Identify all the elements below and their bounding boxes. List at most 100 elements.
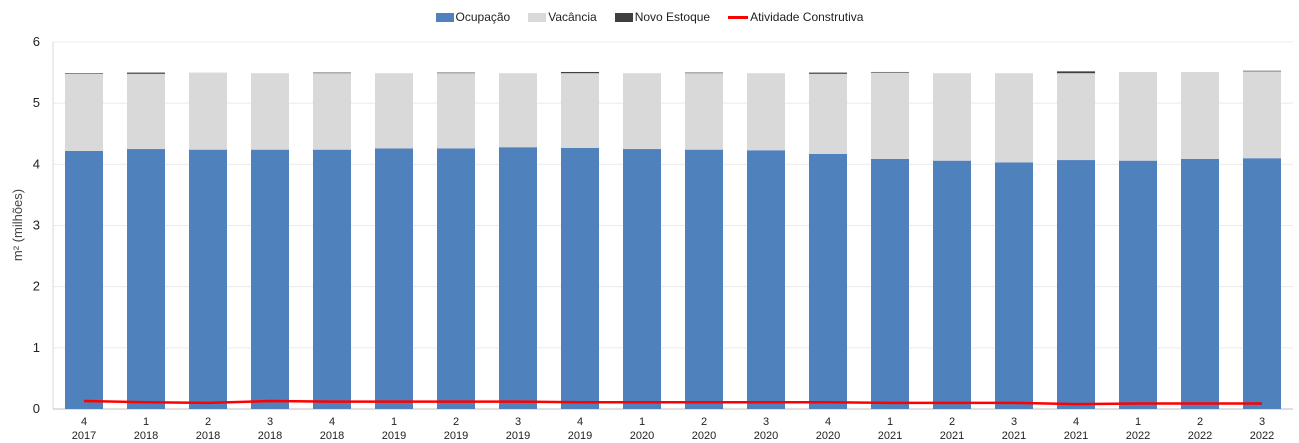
x-tick-label-quarter: 3 <box>267 416 273 428</box>
bar-ocupacao <box>127 149 165 409</box>
y-tick-label: 4 <box>33 156 40 171</box>
bar-vacancia <box>189 72 227 150</box>
x-tick-label-quarter: 3 <box>1259 416 1265 428</box>
bar-vacancia <box>747 73 785 151</box>
legend-label-vacancia: Vacância <box>548 10 597 24</box>
x-tick-label-quarter: 3 <box>763 416 769 428</box>
bar-ocupacao <box>1057 160 1095 409</box>
x-tick-label-year: 2018 <box>134 430 158 442</box>
x-tick-label-quarter: 1 <box>391 416 397 428</box>
x-tick-label-year: 2021 <box>1064 430 1088 442</box>
y-tick-label: 5 <box>33 95 40 110</box>
bar-vacancia <box>437 73 475 149</box>
x-tick-label-quarter: 2 <box>1197 416 1203 428</box>
y-tick-label: 0 <box>33 401 40 416</box>
bar-novo-estoque <box>1243 70 1281 72</box>
bar-novo-estoque <box>1057 71 1095 74</box>
x-tick-label-year: 2022 <box>1126 430 1150 442</box>
bar-ocupacao <box>1181 158 1219 409</box>
x-tick-label-year: 2019 <box>444 430 468 442</box>
x-tick-label-quarter: 2 <box>701 416 707 428</box>
legend-swatch-ocupacao <box>435 12 454 22</box>
bar-ocupacao <box>499 147 537 409</box>
x-tick-label-quarter: 2 <box>205 416 211 428</box>
bar-vacancia <box>685 73 723 150</box>
x-tick-label-quarter: 1 <box>1135 416 1141 428</box>
bar-ocupacao <box>747 150 785 409</box>
bar-novo-estoque <box>313 72 351 74</box>
legend-label-ocupacao: Ocupação <box>455 10 511 24</box>
x-tick-label-quarter: 4 <box>1073 416 1079 428</box>
bar-vacancia <box>251 73 289 150</box>
bar-novo-estoque <box>685 72 723 74</box>
bar-ocupacao <box>189 149 227 410</box>
bar-ocupacao <box>995 162 1033 409</box>
y-tick-label: 3 <box>33 218 40 233</box>
bar-vacancia <box>933 73 971 161</box>
legend-item-vacancia: Vacância <box>528 10 597 24</box>
bar-vacancia <box>313 73 351 150</box>
x-tick-label-quarter: 2 <box>453 416 459 428</box>
bar-novo-estoque <box>127 72 165 74</box>
x-tick-label-quarter: 4 <box>329 416 335 428</box>
x-tick-label-year: 2022 <box>1188 430 1212 442</box>
bar-vacancia <box>65 73 103 151</box>
bar-ocupacao <box>685 149 723 410</box>
bar-ocupacao <box>251 149 289 410</box>
bar-novo-estoque <box>437 72 475 74</box>
bar-ocupacao <box>623 149 661 409</box>
bar-novo-estoque <box>65 73 103 74</box>
bar-ocupacao <box>561 147 599 409</box>
bar-vacancia <box>871 72 909 159</box>
bar-vacancia <box>1057 73 1095 161</box>
bar-ocupacao <box>375 148 413 409</box>
x-tick-label-year: 2021 <box>878 430 902 442</box>
legend-label-atividade-construtiva: Atividade Construtiva <box>750 10 864 24</box>
legend-item-atividade-construtiva: Atividade Construtiva <box>728 10 863 24</box>
bar-novo-estoque <box>871 71 909 73</box>
bar-vacancia <box>623 73 661 150</box>
bar-ocupacao <box>1243 158 1281 409</box>
x-tick-label-quarter: 1 <box>639 416 645 428</box>
legend-item-ocupacao: Ocupação <box>435 10 511 24</box>
bar-vacancia <box>375 73 413 149</box>
x-tick-label-year: 2018 <box>196 430 220 442</box>
x-tick-label-year: 2018 <box>258 430 282 442</box>
legend-item-novo-estoque: Novo Estoque <box>614 10 710 24</box>
bar-vacancia <box>1181 71 1219 159</box>
x-tick-label-year: 2019 <box>568 430 592 442</box>
x-tick-label-year: 2020 <box>692 430 716 442</box>
x-tick-label-year: 2021 <box>940 430 964 442</box>
legend-swatch-novo-estoque <box>614 12 633 22</box>
bar-ocupacao <box>933 160 971 409</box>
x-tick-label-year: 2020 <box>754 430 778 442</box>
x-tick-label-quarter: 1 <box>143 416 149 428</box>
x-tick-label-quarter: 2 <box>949 416 955 428</box>
x-tick-label-year: 2022 <box>1250 430 1274 442</box>
bar-ocupacao <box>1119 160 1157 409</box>
legend: Ocupação Vacância Novo Estoque Atividade… <box>0 8 1299 26</box>
x-tick-label-year: 2021 <box>1002 430 1026 442</box>
x-tick-label-quarter: 3 <box>1011 416 1017 428</box>
bar-ocupacao <box>65 150 103 410</box>
x-tick-label-quarter: 4 <box>825 416 831 428</box>
y-tick-label: 2 <box>33 279 40 294</box>
x-tick-label-year: 2020 <box>630 430 654 442</box>
x-tick-label-quarter: 4 <box>81 416 87 428</box>
x-tick-label-year: 2017 <box>72 430 96 442</box>
bar-ocupacao <box>313 149 351 410</box>
x-tick-label-year: 2018 <box>320 430 344 442</box>
bar-vacancia <box>809 73 847 154</box>
y-axis-label: m² (milhões) <box>10 189 25 261</box>
y-tick-label: 6 <box>33 34 40 49</box>
y-tick-label: 1 <box>33 340 40 355</box>
bar-novo-estoque <box>809 72 847 74</box>
line-atividade-construtiva <box>83 399 1262 406</box>
bar-vacancia <box>127 73 165 150</box>
x-tick-label-quarter: 4 <box>577 416 583 428</box>
x-tick-label-year: 2020 <box>816 430 840 442</box>
bar-novo-estoque <box>561 71 599 74</box>
legend-swatch-vacancia <box>528 12 547 22</box>
